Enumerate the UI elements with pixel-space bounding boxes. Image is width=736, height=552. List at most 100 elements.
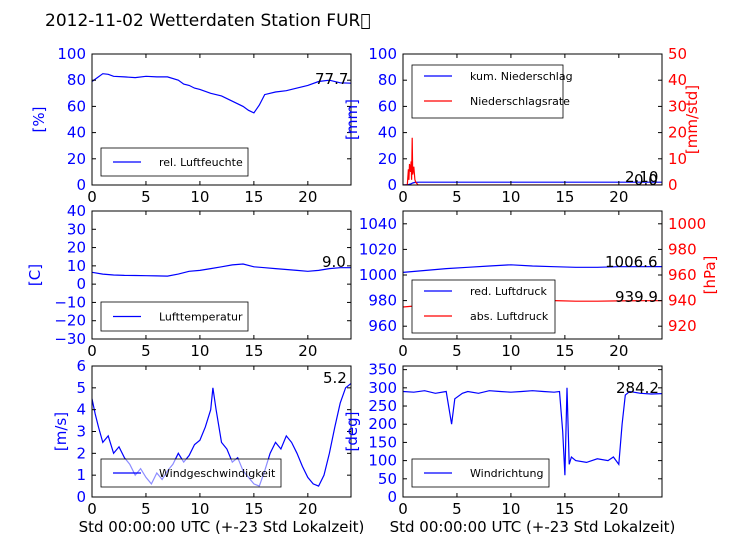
- y2-axis-label: [mm/std]: [683, 85, 701, 154]
- plot-frame: [91, 210, 352, 340]
- x-tick-label: 0: [87, 500, 97, 518]
- y2-axis-label: [hPa]: [701, 256, 719, 295]
- last-value-label-2: 0.0: [634, 171, 658, 189]
- x-tick-label: 20: [609, 500, 628, 518]
- y2-tick-label: 40: [668, 71, 687, 89]
- y-tick-label: 100: [368, 452, 397, 470]
- y-tick-label: 200: [368, 415, 397, 433]
- series-line-2: [403, 137, 662, 185]
- x-tick-label: 0: [398, 342, 408, 360]
- y-tick-label: 20: [67, 239, 86, 257]
- legend-box: [411, 279, 556, 334]
- y-tick-label: 40: [67, 124, 86, 142]
- y-tick-label: −30: [54, 330, 86, 348]
- series-line-1: [403, 264, 662, 273]
- y2-tick-label: 30: [668, 97, 687, 115]
- y-tick-label: 80: [67, 71, 86, 89]
- series-line-1: [92, 263, 351, 277]
- legend-entry: Windrichtung: [470, 467, 543, 480]
- chart-panel-3: 0 5 10 15 20−30−20−10010203040[C]9.0Lufttemp…: [26, 202, 352, 360]
- plot-frame: [402, 365, 663, 498]
- x-tick-label: 20: [609, 342, 628, 360]
- y-tick-label: 1020: [359, 240, 397, 258]
- x-tick-label: 0: [87, 342, 97, 360]
- legend-entry: Lufttemperatur: [159, 311, 243, 324]
- y2-tick-label: 980: [668, 240, 697, 258]
- last-value-label: 2.10: [625, 168, 658, 186]
- y-axis-label: [%]: [30, 107, 48, 133]
- last-value-label: 1006.6: [605, 253, 658, 271]
- x-tick-label: 20: [298, 188, 317, 206]
- legend-entry: kum. Niederschlag: [470, 70, 573, 83]
- y-tick-label: 50: [378, 470, 397, 488]
- y-tick-label: 300: [368, 379, 397, 397]
- x-tick-label: 10: [501, 188, 520, 206]
- x-tick-label: 10: [501, 500, 520, 518]
- y2-tick-label: 10: [668, 150, 687, 168]
- y-tick-label: 4: [76, 401, 86, 419]
- y-axis-label: [mm]: [343, 99, 361, 140]
- y-tick-label: 100: [368, 45, 397, 63]
- series-line-1: [92, 73, 351, 114]
- legend-entry: Windgeschwindigkeit: [159, 467, 276, 480]
- y-axis-label: [deg]: [343, 412, 361, 452]
- y-tick-label: 2: [76, 444, 86, 462]
- y2-tick-label: 50: [668, 45, 687, 63]
- legend-box: [411, 64, 564, 119]
- x-tick-label: 5: [452, 188, 462, 206]
- y-tick-label: 1: [76, 466, 86, 484]
- x-tick-label: 10: [190, 500, 209, 518]
- y-tick-label: 20: [67, 150, 86, 168]
- y-tick-label: −20: [54, 312, 86, 330]
- legend-entry: rel. Luftfeuchte: [159, 156, 243, 169]
- y-tick-label: 0: [387, 488, 397, 506]
- y-tick-label: 250: [368, 397, 397, 415]
- y-tick-label: −10: [54, 293, 86, 311]
- y2-tick-label: 0: [668, 176, 678, 194]
- y2-tick-label: 1000: [668, 215, 706, 233]
- legend-entry: red. Luftdruck: [470, 285, 547, 298]
- y-tick-label: 10: [67, 257, 86, 275]
- last-value-label: 5.2: [323, 369, 347, 387]
- y-axis-label: [C]: [26, 264, 44, 286]
- x-tick-label: 10: [190, 342, 209, 360]
- y-tick-label: 0: [76, 275, 86, 293]
- chart-panel-2: 0 5 10 15 20 0 20 40 60 80 100 0 10 20 30 40 50 [mm] [mm/s…: [343, 45, 701, 206]
- y2-tick-label: 920: [668, 317, 697, 335]
- series-line-1: [403, 387, 662, 476]
- y-tick-label: 0: [76, 176, 86, 194]
- y2-tick-label: 20: [668, 124, 687, 142]
- x-tick-label: 20: [609, 188, 628, 206]
- chart-panel-1: 0 5 10 15 20 0 20 40 60 80 100 [%] 77.7 rel. Luftfeuc…: [30, 45, 352, 206]
- y2-tick-label: 940: [668, 292, 697, 310]
- y2-tick-label: 960: [668, 266, 697, 284]
- chart-panel-4: 0 5 10 15 20 960 980 1000 1020 1040 920 940 960 980 10…: [359, 210, 719, 360]
- x-tick-label: 15: [555, 500, 574, 518]
- x-tick-label: 5: [452, 342, 462, 360]
- y-axis-label: [m/s]: [52, 412, 70, 451]
- last-value-label-2: 939.9: [615, 288, 658, 306]
- legend-entry: abs. Luftdruck: [470, 310, 549, 323]
- x-axis-label: Std 00:00:00 UTC (+-23 Std Lokalzeit): [390, 518, 676, 536]
- x-axis-label: Std 00:00:00 UTC (+-23 Std Lokalzeit): [79, 518, 365, 536]
- x-tick-label: 10: [190, 188, 209, 206]
- y-tick-label: 5: [76, 379, 86, 397]
- x-tick-label: 15: [244, 342, 263, 360]
- y-tick-label: 100: [57, 45, 86, 63]
- x-tick-label: 20: [298, 342, 317, 360]
- y-tick-label: 150: [368, 433, 397, 451]
- y-tick-label: 6: [76, 357, 86, 375]
- x-tick-label: 5: [452, 500, 462, 518]
- plot-frame: [402, 53, 663, 186]
- y-tick-label: 960: [368, 317, 397, 335]
- y-tick-label: 1040: [359, 215, 397, 233]
- x-tick-label: 5: [141, 342, 151, 360]
- last-value-label: 77.7: [315, 70, 348, 88]
- figure-title: 2012-11-02 Wetterdaten Station FUR : [45, 11, 371, 31]
- y-tick-label: 40: [67, 202, 86, 220]
- x-tick-label: 5: [141, 188, 151, 206]
- y-tick-label: 80: [378, 71, 397, 89]
- y-tick-label: 350: [368, 361, 397, 379]
